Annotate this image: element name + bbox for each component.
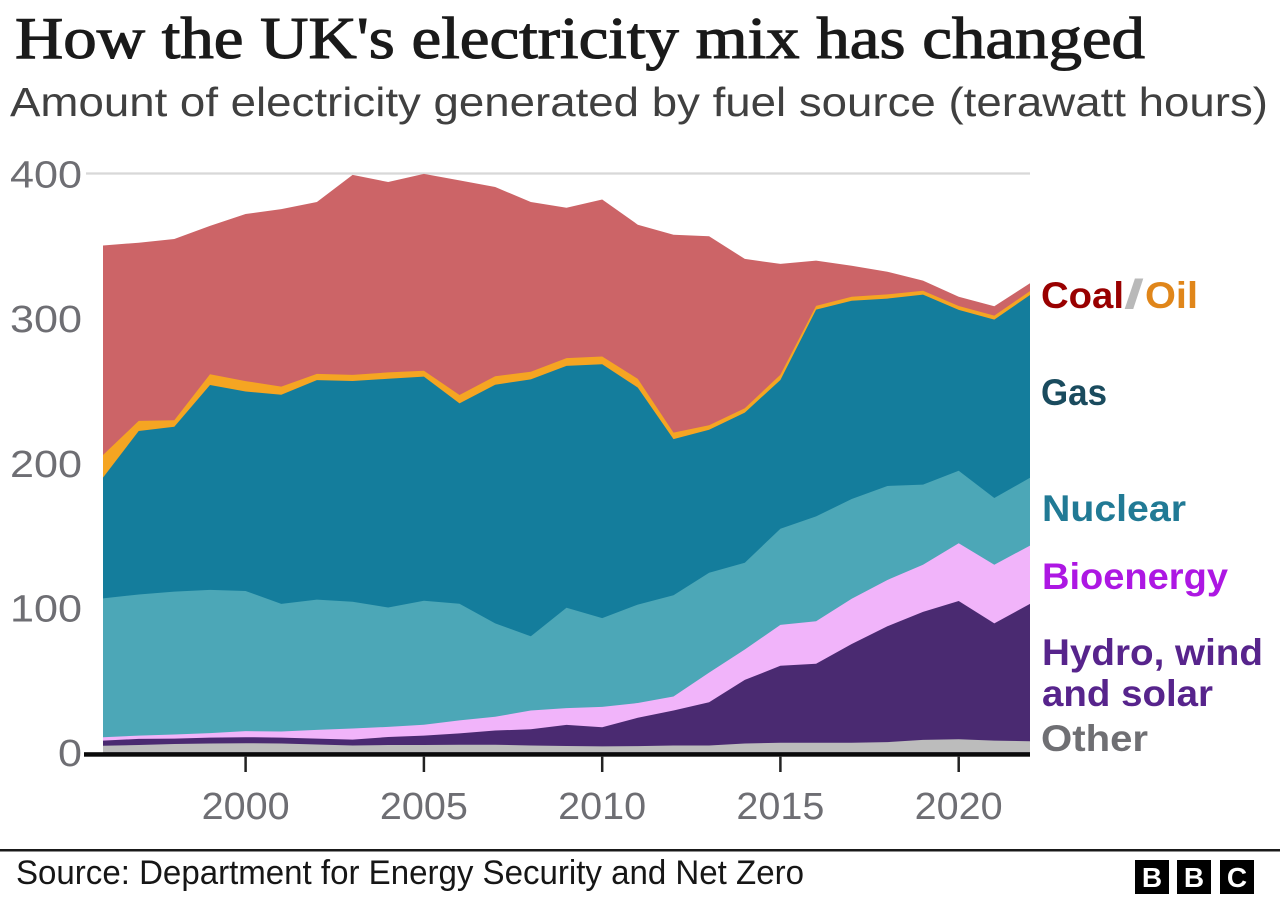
- svg-text:B: B: [1142, 862, 1162, 893]
- svg-text:Gas: Gas: [1041, 372, 1107, 413]
- svg-text:200: 200: [10, 444, 82, 486]
- svg-text:Oil: Oil: [1145, 275, 1198, 316]
- svg-text:Nuclear: Nuclear: [1042, 488, 1186, 529]
- svg-text:100: 100: [10, 589, 82, 631]
- svg-text:Other: Other: [1041, 718, 1148, 759]
- svg-text:Source: Department for Energy: Source: Department for Energy Security a…: [16, 854, 804, 892]
- svg-text:and solar: and solar: [1042, 673, 1213, 714]
- svg-text:2010: 2010: [558, 786, 646, 828]
- svg-text:400: 400: [10, 155, 82, 197]
- svg-text:How the UK's electricity mix h: How the UK's electricity mix has changed: [15, 5, 1145, 71]
- svg-text:Bioenergy: Bioenergy: [1042, 556, 1228, 597]
- svg-text:/: /: [1124, 271, 1144, 317]
- svg-text:300: 300: [10, 299, 82, 341]
- svg-text:0: 0: [58, 733, 82, 775]
- svg-text:B: B: [1184, 862, 1204, 893]
- svg-text:Coal: Coal: [1041, 275, 1124, 316]
- svg-text:2000: 2000: [202, 786, 290, 828]
- svg-text:2020: 2020: [915, 786, 1003, 828]
- svg-text:Amount of electricity generate: Amount of electricity generated by fuel …: [10, 79, 1268, 125]
- svg-text:Hydro, wind: Hydro, wind: [1042, 632, 1263, 673]
- svg-text:2005: 2005: [380, 786, 468, 828]
- svg-text:C: C: [1227, 862, 1247, 893]
- svg-text:2015: 2015: [736, 786, 824, 828]
